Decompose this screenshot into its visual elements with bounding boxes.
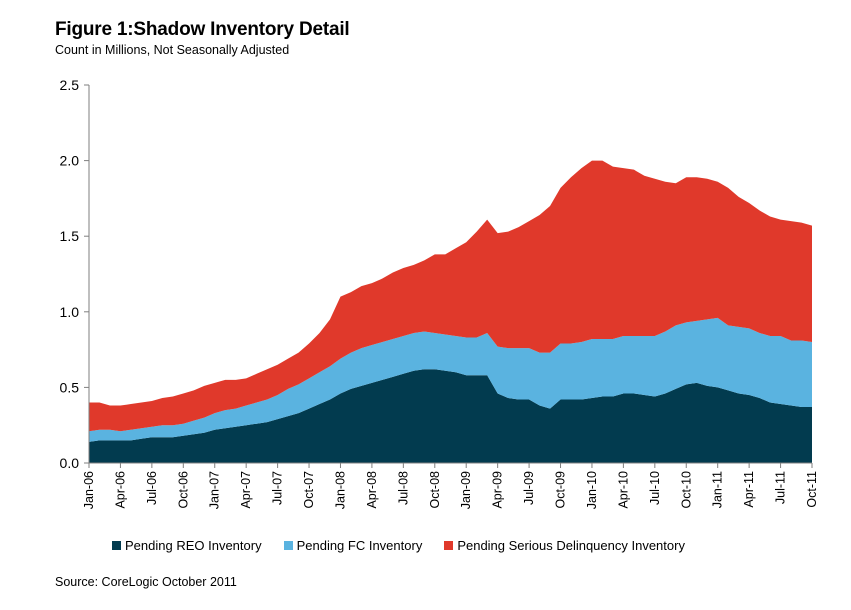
x-tick-label: Jan-10	[585, 471, 599, 509]
area-series-1	[89, 317, 812, 442]
x-tick-label: Apr-07	[239, 471, 253, 509]
x-tick-label: Apr-08	[365, 471, 379, 509]
x-tick-label: Apr-06	[113, 471, 127, 509]
area-layers	[89, 160, 812, 463]
y-tick-label: 1.0	[60, 304, 80, 320]
x-tick-label: Jul-08	[396, 471, 410, 505]
x-tick-label: Oct-10	[679, 471, 693, 509]
y-tick-label: 0.0	[60, 455, 80, 471]
legend-label-fc: Pending FC Inventory	[296, 538, 423, 553]
area-series-0	[89, 369, 812, 463]
x-tick-labels: Jan-06 Apr-06 Jul-06 Oct-06 Jan-07 Apr-07 Jul-…	[82, 471, 819, 509]
x-tick-label: Jan-06	[82, 471, 96, 509]
x-tick-label: Jan-08	[333, 471, 347, 509]
x-tick-label: Apr-09	[491, 471, 505, 509]
x-tick-label: Jan-07	[208, 471, 222, 509]
x-tick-label: Jul-07	[271, 471, 285, 505]
x-tick-label: Apr-11	[742, 471, 756, 508]
x-tick-label: Jul-10	[648, 471, 662, 505]
legend-item-delinquency: Pending Serious Delinquency Inventory	[444, 538, 685, 553]
y-tick-label: 0.5	[60, 379, 80, 395]
x-tick-label: Oct-07	[302, 471, 316, 509]
area-series-2	[89, 160, 812, 432]
legend-label-delinquency: Pending Serious Delinquency Inventory	[457, 538, 685, 553]
x-tick-label: Oct-09	[554, 471, 568, 509]
legend-swatch-delinquency	[444, 541, 454, 550]
x-tick-label: Apr-10	[616, 471, 630, 509]
legend-label-reo: Pending REO Inventory	[125, 538, 262, 553]
axes	[84, 84, 813, 468]
source-note: Source: CoreLogic October 2011	[55, 575, 237, 589]
y-tick-label: 2.5	[60, 77, 80, 93]
chart-subtitle: Count in Millions, Not Seasonally Adjust…	[55, 43, 290, 57]
x-tick-label: Jan-11	[711, 471, 725, 508]
x-tick-label: Oct-06	[176, 471, 190, 509]
legend-swatch-fc	[283, 541, 293, 550]
legend-item-fc: Pending FC Inventory	[283, 538, 423, 553]
y-tick-label: 1.5	[60, 228, 80, 244]
x-tick-label: Jan-09	[459, 471, 473, 509]
y-tick-labels: 0.0 0.5 1.0 1.5 2.0 2.5	[60, 77, 80, 471]
x-tick-label: Oct-11	[805, 471, 819, 508]
x-tick-label: Jul-11	[774, 471, 788, 504]
legend-item-reo: Pending REO Inventory	[112, 538, 262, 553]
legend: Pending REO Inventory Pending FC Invento…	[112, 538, 707, 553]
x-tick-label: Jul-06	[145, 471, 159, 505]
chart-title: Figure 1:Shadow Inventory Detail	[55, 19, 350, 40]
x-tick-label: Oct-08	[428, 471, 442, 509]
x-tick-label: Jul-09	[522, 471, 536, 505]
legend-swatch-reo	[112, 541, 121, 550]
y-tick-label: 2.0	[60, 153, 80, 169]
